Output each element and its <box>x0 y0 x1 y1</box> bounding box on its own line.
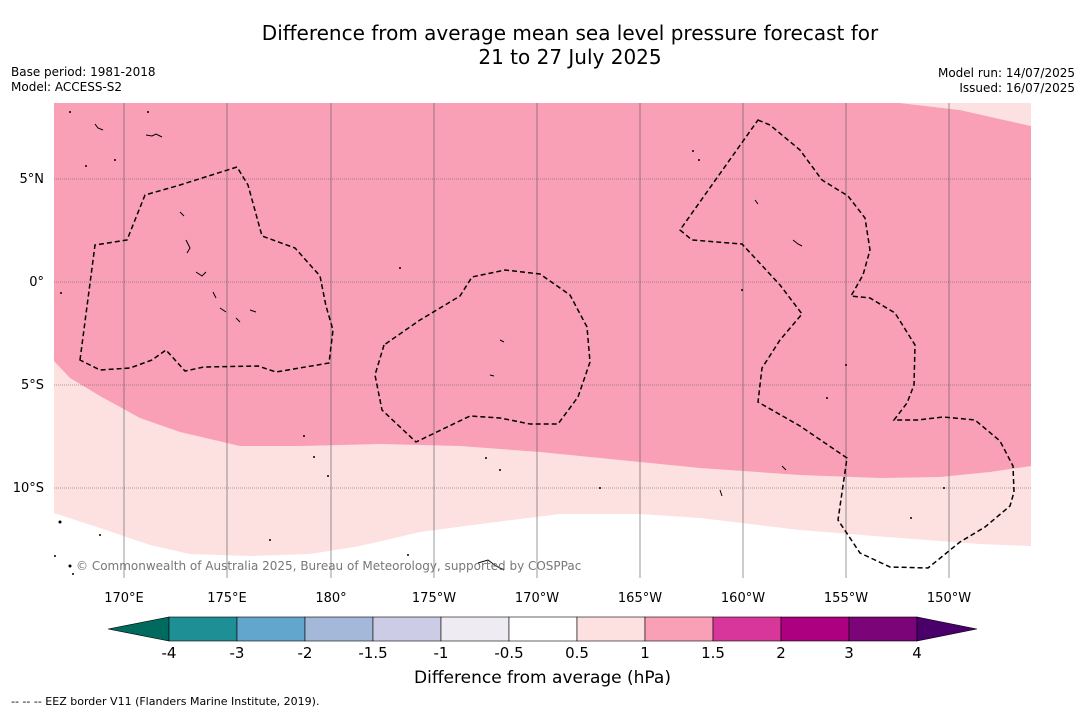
colorbar-segment <box>440 616 510 642</box>
lat-tick-10s: 10°S <box>13 481 44 496</box>
graticule <box>54 103 1031 578</box>
colorbar-segment <box>848 616 918 642</box>
colorbar-segment <box>508 616 578 642</box>
colorbar-tick-label: 1 <box>640 644 650 662</box>
colorbar-segment <box>712 616 782 642</box>
island-dots <box>54 111 945 575</box>
colorbar-segment <box>168 616 238 642</box>
eez-kiribati-line <box>678 119 1015 569</box>
model-text: Model: ACCESS-S2 <box>11 80 123 94</box>
colorbar-tick-label: 4 <box>912 644 922 662</box>
lon-tick-160w: 160°W <box>721 591 765 606</box>
eez-footnote: -- -- -- EEZ border V11 (Flanders Marine… <box>11 695 320 708</box>
colorbar-tick-label: -1.5 <box>358 644 387 662</box>
lon-tick-170e: 170°E <box>104 591 144 606</box>
colorbar-segment <box>372 616 442 642</box>
colorbar-tick-label: 1.5 <box>701 644 725 662</box>
colorbar-segment <box>644 616 714 642</box>
lon-labels: 170°E 175°E 180° 175°W 170°W 165°W 160°W… <box>104 591 971 606</box>
colorbar <box>107 616 978 642</box>
colorbar-tick-label: -3 <box>230 644 245 662</box>
islands <box>94 123 803 571</box>
issued-text: Issued: 16/07/2025 <box>959 81 1075 95</box>
chart-title: Difference from average mean sea level p… <box>0 21 1085 69</box>
lon-tick-155w: 155°W <box>824 591 868 606</box>
colorbar-ticks: -4 -3 -2 -1.5 -1 -0.5 0.5 1 1.5 2 3 4 <box>162 644 922 662</box>
lat-labels: 5°N 0° 5°S 10°S <box>13 172 44 496</box>
lon-tick-150w: 150°W <box>927 591 971 606</box>
colorbar-segment <box>236 616 306 642</box>
colorbar-tick-label: 2 <box>776 644 786 662</box>
meta-left: Base period: 1981-2018 Model: ACCESS-S2 <box>11 65 156 95</box>
colorbar-segment <box>304 616 374 642</box>
title-line-1: Difference from average mean sea level p… <box>261 21 879 45</box>
lat-tick-5s: 5°S <box>21 378 44 393</box>
eez-borders <box>79 119 1015 569</box>
model-run-text: Model run: 14/07/2025 <box>937 66 1075 80</box>
lon-tick-180: 180° <box>315 591 346 606</box>
band-top-right-light <box>900 103 1031 126</box>
title-line-2: 21 to 27 July 2025 <box>478 45 662 69</box>
colorbar-extend-high <box>916 616 978 642</box>
meta-right: Model run: 14/07/2025 Issued: 16/07/2025 <box>938 66 1075 96</box>
copyright-text: © Commonwealth of Australia 2025, Bureau… <box>76 559 581 573</box>
eez-kiribati-gilbert <box>79 166 334 373</box>
colorbar-tick-label: 3 <box>844 644 854 662</box>
lat-tick-0: 0° <box>29 275 44 290</box>
lon-tick-170w: 170°W <box>515 591 559 606</box>
band-1-to-1-5 <box>54 103 1031 478</box>
colorbar-tick-label: -1 <box>434 644 449 662</box>
colorbar-extend-low <box>107 616 170 642</box>
colorbar-segment <box>780 616 850 642</box>
colorbar-tick-label: -4 <box>162 644 177 662</box>
colorbar-tick-label: 0.5 <box>565 644 589 662</box>
map-area: © Commonwealth of Australia 2025, Bureau… <box>54 103 1031 578</box>
lon-tick-175w: 175°W <box>412 591 456 606</box>
colorbar-segment <box>576 616 646 642</box>
eez-kiribati-phoenix <box>374 269 591 443</box>
colorbar-tick-label: -0.5 <box>494 644 523 662</box>
base-period-text: Base period: 1981-2018 <box>11 65 156 79</box>
colorbar-tick-label: -2 <box>298 644 313 662</box>
lon-tick-175e: 175°E <box>207 591 247 606</box>
lat-tick-5n: 5°N <box>20 172 45 187</box>
colorbar-label: Difference from average (hPa) <box>414 668 671 688</box>
lon-tick-165w: 165°W <box>618 591 662 606</box>
